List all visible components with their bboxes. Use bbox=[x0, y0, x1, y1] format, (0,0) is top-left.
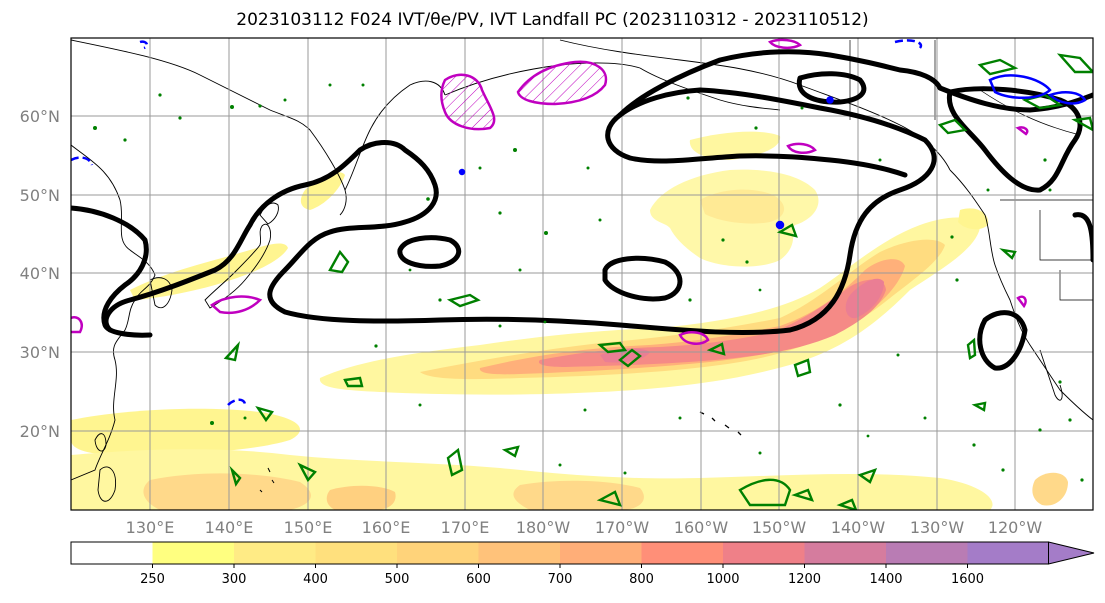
ivt-plume-main bbox=[319, 217, 980, 395]
theta-e-arctic bbox=[617, 49, 943, 118]
ivt-japan2 bbox=[300, 172, 345, 210]
lat-label: 60°N bbox=[20, 107, 60, 126]
lon-label: 150°W bbox=[752, 518, 807, 537]
colorbar-label: 800 bbox=[629, 572, 654, 587]
colorbar-label: 1200 bbox=[788, 572, 821, 587]
ivt-south-inner bbox=[143, 473, 311, 510]
pc-negative-contours bbox=[71, 39, 923, 406]
ivt-south-inner3 bbox=[326, 485, 396, 510]
ivt-south-band bbox=[71, 408, 300, 455]
theta-e-east-loop bbox=[946, 86, 1083, 193]
theta-e-ring1 bbox=[397, 235, 462, 269]
pc-bering bbox=[440, 73, 496, 131]
colorbar-label: 700 bbox=[548, 572, 573, 587]
longitude-labels: 130°E 140°E 150°E 160°E 170°E 180°W 170°… bbox=[126, 518, 1043, 537]
lat-label: 40°N bbox=[20, 264, 60, 283]
lon-label: 170°E bbox=[441, 518, 490, 537]
latitude-labels: 60°N 50°N 40°N 30°N 20°N bbox=[20, 107, 60, 441]
lat-label: 50°N bbox=[20, 186, 60, 205]
colorbar-segment bbox=[723, 542, 805, 564]
colorbar-segment bbox=[641, 542, 724, 564]
colorbar-label: 250 bbox=[140, 572, 165, 587]
colorbar-segment bbox=[560, 542, 642, 564]
colorbar-segment bbox=[234, 542, 316, 564]
pc-alaska-high bbox=[516, 60, 608, 106]
ivt-south-inner2 bbox=[513, 480, 644, 510]
theta-e-ring2 bbox=[602, 255, 683, 302]
theta-e-east bbox=[937, 85, 1093, 113]
pc-negative-solid bbox=[458, 74, 1087, 230]
lat-label: 30°N bbox=[20, 343, 60, 362]
lon-label: 160°W bbox=[674, 518, 729, 537]
colorbar-segment bbox=[804, 542, 887, 564]
theta-e-loop bbox=[796, 71, 867, 105]
colorbar-extension bbox=[1048, 541, 1095, 565]
ivt-colorbar: 250 300 400 500 600 700 800 1000 1200 1400 1600 bbox=[70, 541, 1095, 587]
colorbar-segment bbox=[478, 542, 561, 564]
colorbar-label: 400 bbox=[303, 572, 328, 587]
lon-label: 140°E bbox=[205, 518, 254, 537]
colorbar-label: 1400 bbox=[869, 572, 902, 587]
lon-label: 160°E bbox=[362, 518, 411, 537]
colorbar-segment bbox=[315, 542, 398, 564]
colorbar-segment bbox=[886, 542, 968, 564]
colorbar-label: 1000 bbox=[706, 572, 739, 587]
ivt-alaska bbox=[689, 131, 781, 160]
colorbar-segment bbox=[397, 542, 479, 564]
pv-dots bbox=[93, 83, 1084, 482]
lon-label: 120°W bbox=[988, 518, 1043, 537]
theta-e-contours bbox=[71, 49, 1093, 371]
theta-e-sw-loop bbox=[977, 310, 1028, 371]
lon-label: 150°E bbox=[284, 518, 333, 537]
lat-label: 20°N bbox=[20, 422, 60, 441]
ivt-east-edge bbox=[958, 208, 989, 230]
ivt-east-blob bbox=[1032, 472, 1068, 506]
map-title: 2023103112 F024 IVT/θe/PV, IVT Landfall … bbox=[236, 10, 869, 30]
lon-label: 140°W bbox=[831, 518, 886, 537]
graticule bbox=[71, 38, 1093, 510]
colorbar-label: 300 bbox=[222, 572, 247, 587]
lon-label: 170°W bbox=[595, 518, 650, 537]
ivt-north-arc-inner bbox=[700, 189, 785, 224]
lon-label: 130°E bbox=[126, 518, 175, 537]
lon-label: 180°W bbox=[516, 518, 571, 537]
pc-positive-contours bbox=[71, 38, 1029, 345]
ivt-plume-max bbox=[538, 279, 886, 367]
colorbar-label: 600 bbox=[466, 572, 491, 587]
colorbar-label: 1600 bbox=[951, 572, 984, 587]
ivt-plume-peak bbox=[845, 278, 884, 319]
colorbar-label: 500 bbox=[385, 572, 410, 587]
map-frame bbox=[70, 37, 1094, 511]
colorbar-segment bbox=[71, 542, 153, 564]
lon-label: 130°W bbox=[910, 518, 965, 537]
colorbar-segment bbox=[967, 542, 1050, 564]
colorbar-segment bbox=[152, 542, 235, 564]
pv-contours bbox=[223, 53, 1093, 510]
theta-e-north-contour bbox=[71, 205, 153, 338]
